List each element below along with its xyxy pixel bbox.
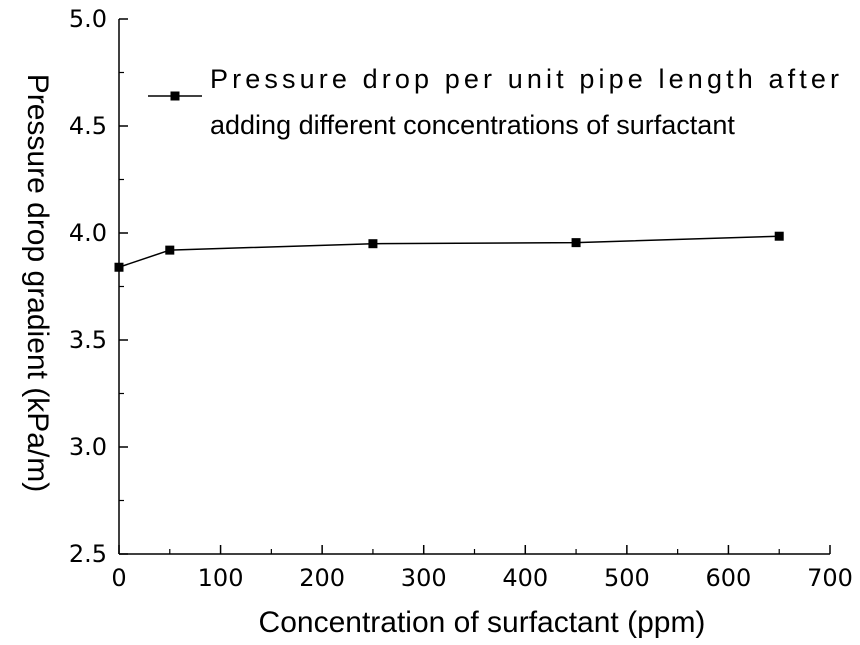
x-tick-label: 700 [807, 564, 853, 592]
x-tick-label: 500 [604, 564, 650, 592]
y-tick-label: 5.0 [69, 5, 107, 33]
y-tick-label: 3.5 [69, 326, 107, 354]
x-tick-label: 0 [111, 564, 126, 592]
x-tick-label: 400 [502, 564, 548, 592]
legend-label: adding different concentrations of surfa… [210, 110, 735, 140]
data-point [774, 231, 784, 241]
x-tick-label: 200 [299, 564, 345, 592]
data-point [368, 239, 378, 249]
x-tick-label: 100 [198, 564, 244, 592]
data-point [165, 245, 175, 255]
y-tick-label: 3.0 [69, 433, 107, 461]
series-line [118, 235, 780, 268]
data-point [571, 238, 581, 248]
y-tick-label: 2.5 [69, 540, 107, 568]
y-axis-label: Pressure drop gradient (kPa/m) [21, 74, 54, 493]
x-axis-label: Concentration of surfactant (ppm) [259, 606, 706, 639]
y-tick-label: 4.5 [69, 112, 107, 140]
x-tick-label: 600 [706, 564, 752, 592]
x-tick-label: 300 [401, 564, 447, 592]
legend-label: Pressure drop per unit pipe length after [210, 64, 839, 94]
legend-marker [170, 91, 180, 101]
y-tick-label: 4.0 [69, 219, 107, 247]
data-point [114, 262, 124, 272]
